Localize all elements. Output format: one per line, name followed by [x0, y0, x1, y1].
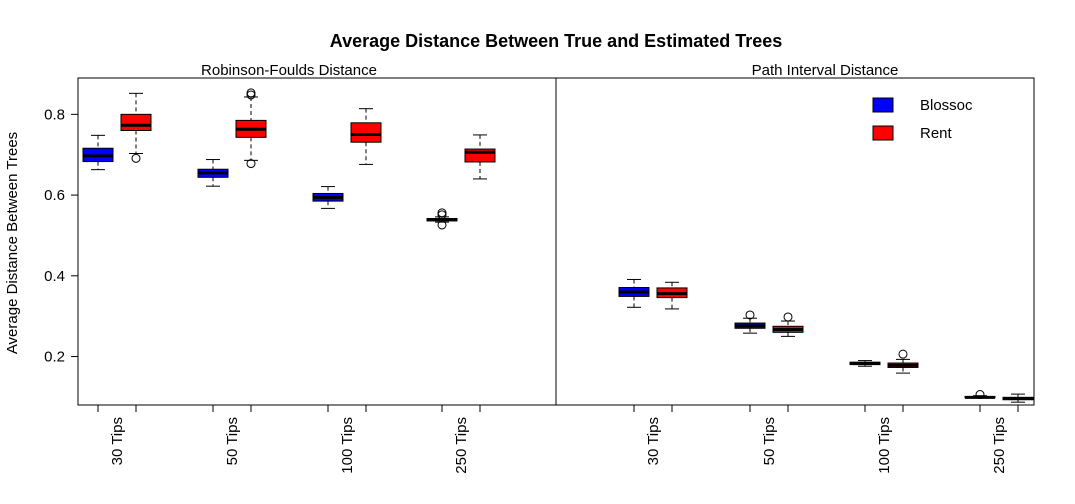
box-blossoc-30-tips [82, 134, 114, 171]
outlier-point [437, 208, 447, 218]
box-rent-250-tips [1002, 393, 1034, 403]
panel-titles: Robinson-Foulds Distance Path Interval Di… [201, 62, 898, 79]
x-tick-label: 250 Tips [991, 417, 1008, 474]
x-tick-label: 100 Tips [876, 417, 893, 474]
box-blossoc-100-tips [312, 186, 344, 209]
y-tick-label: 0.2 [44, 349, 65, 366]
panel-title: Robinson-Foulds Distance [201, 62, 377, 79]
x-tick-label: 30 Tips [645, 417, 662, 465]
x-axis: 30 Tips 50 Tips 100 Tips 250 Tips 30 Tips 50 … [97, 405, 1019, 474]
box-blossoc-250-tips [426, 208, 458, 230]
legend: Blossoc Rent [872, 97, 973, 142]
legend-swatch-rent [872, 125, 894, 141]
y-axis: 0.2 0.4 0.6 0.8 [44, 106, 78, 366]
plot-frame [77, 77, 1035, 406]
box-blossoc-50-tips [197, 159, 229, 187]
box-blossoc-100-tips [849, 360, 881, 367]
box-blossoc-30-tips [618, 278, 650, 308]
outlier-point [783, 312, 793, 322]
y-tick-label: 0.8 [44, 106, 65, 123]
outlier-point [898, 349, 908, 359]
box-rent-30-tips [120, 92, 152, 163]
x-tick-label: 30 Tips [109, 417, 126, 465]
x-tick-label: 250 Tips [453, 417, 470, 474]
chart-title: Average Distance Between True and Estima… [330, 31, 783, 51]
boxes [82, 88, 1034, 403]
outlier-point [246, 88, 256, 98]
box-rent-50-tips [772, 312, 804, 337]
box-rent-250-tips [464, 134, 496, 180]
x-tick-label: 50 Tips [224, 417, 241, 465]
outlier-point [131, 153, 141, 163]
box-blossoc-250-tips [964, 390, 996, 400]
outlier-point [745, 310, 755, 320]
box-rent-100-tips [887, 349, 919, 374]
y-tick-label: 0.4 [44, 268, 65, 285]
box-blossoc-50-tips [734, 310, 766, 334]
legend-label-blossoc: Blossoc [920, 97, 973, 114]
legend-swatch-blossoc [872, 97, 894, 113]
outlier-point [975, 390, 985, 400]
box-iqr [350, 122, 382, 143]
y-axis-label: Average Distance Between Trees [4, 132, 21, 354]
x-tick-label: 100 Tips [339, 417, 356, 474]
box-rent-50-tips [235, 88, 267, 169]
legend-label-rent: Rent [920, 125, 953, 142]
box-rent-30-tips [656, 281, 688, 310]
outlier-point [246, 159, 256, 169]
outlier-point [437, 220, 447, 230]
y-tick-label: 0.6 [44, 187, 65, 204]
panel-title: Path Interval Distance [752, 62, 899, 79]
box-iqr [120, 113, 152, 131]
x-tick-label: 50 Tips [761, 417, 778, 465]
box-rent-100-tips [350, 108, 382, 165]
